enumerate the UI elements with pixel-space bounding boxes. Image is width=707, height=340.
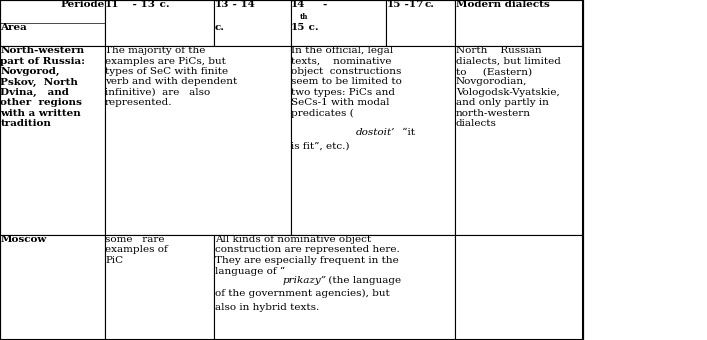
Text: c.: c. bbox=[424, 0, 434, 10]
Text: is fit”, etc.): is fit”, etc.) bbox=[291, 141, 349, 150]
Text: c.: c. bbox=[156, 0, 170, 10]
Text: c.: c. bbox=[215, 23, 225, 32]
Bar bbox=[214, 235, 455, 340]
Text: c.: c. bbox=[305, 23, 319, 32]
Text: 11: 11 bbox=[105, 0, 119, 10]
Text: some   rare
examples of
PiC: some rare examples of PiC bbox=[105, 235, 168, 265]
Bar bbox=[455, 235, 583, 340]
Text: Moscow: Moscow bbox=[1, 235, 47, 244]
Bar bbox=[291, 0, 386, 46]
Text: Area: Area bbox=[1, 23, 27, 32]
Text: - 14: - 14 bbox=[229, 0, 259, 10]
Bar bbox=[291, 46, 455, 235]
Text: of the government agencies), but: of the government agencies), but bbox=[215, 289, 390, 298]
Text: Periode: Periode bbox=[60, 0, 104, 10]
Bar bbox=[0, 0, 105, 46]
Bar bbox=[105, 46, 291, 235]
Text: 15: 15 bbox=[387, 0, 401, 10]
Bar bbox=[105, 0, 214, 46]
Text: -: - bbox=[305, 0, 328, 10]
Bar bbox=[0, 46, 105, 235]
Text: 15: 15 bbox=[291, 23, 305, 32]
Text: The majority of the
examples are PiCs, but
types of SeC with finite
verb and wit: The majority of the examples are PiCs, b… bbox=[105, 46, 238, 107]
Text: -17: -17 bbox=[401, 0, 423, 10]
Bar bbox=[105, 235, 214, 340]
Bar bbox=[386, 0, 455, 46]
Text: All kinds of nominative object
construction are represented here.
They are espec: All kinds of nominative object construct… bbox=[215, 235, 399, 276]
Bar bbox=[455, 0, 583, 46]
Text: also in hybrid texts.: also in hybrid texts. bbox=[215, 303, 319, 312]
Text: “it: “it bbox=[399, 128, 415, 137]
Text: th: th bbox=[300, 13, 308, 21]
Text: (the language: (the language bbox=[325, 276, 401, 285]
Bar bbox=[214, 0, 291, 46]
Text: prikazy”: prikazy” bbox=[283, 276, 327, 285]
Text: Modern dialects: Modern dialects bbox=[456, 0, 549, 10]
Bar bbox=[455, 46, 583, 235]
Bar bbox=[0, 235, 105, 340]
Text: 14: 14 bbox=[291, 0, 305, 10]
Text: North-western
part of Russia:
Novgorod,
Pskov,  North
Dvina,   and
other  region: North-western part of Russia: Novgorod, … bbox=[1, 46, 86, 128]
Text: North    Russian
dialects, but limited
to     (Eastern)
Novgorodian,
Vologodsk-V: North Russian dialects, but limited to (… bbox=[456, 46, 561, 128]
Text: dostoit’: dostoit’ bbox=[356, 128, 395, 137]
Text: In the official, legal
texts,    nominative
object  constructions
seem to be lim: In the official, legal texts, nominative… bbox=[291, 46, 402, 118]
Bar bbox=[0, 0, 583, 340]
Text: 13: 13 bbox=[215, 0, 229, 10]
Text: - 13: - 13 bbox=[129, 0, 155, 10]
